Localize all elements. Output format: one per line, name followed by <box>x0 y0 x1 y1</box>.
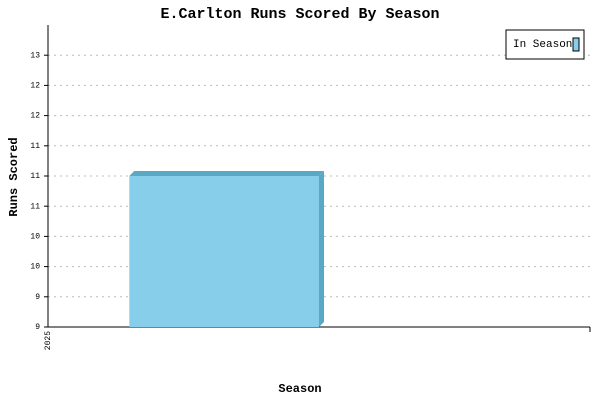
legend-label: In Season <box>513 39 572 51</box>
y-tick-label: 12 <box>30 82 40 91</box>
chart-title: E.Carlton Runs Scored By Season <box>160 6 439 23</box>
x-axis-label: Season <box>278 382 321 396</box>
y-tick-label: 10 <box>30 263 40 272</box>
y-tick-label: 9 <box>35 323 40 332</box>
y-tick-label: 11 <box>30 172 40 181</box>
bar-top <box>129 171 324 176</box>
legend-swatch <box>572 37 580 52</box>
bar <box>129 176 319 327</box>
y-tick-label: 11 <box>30 202 40 211</box>
x-tick-label: 2025 <box>44 331 53 350</box>
bar-side <box>319 171 324 327</box>
y-tick-label: 13 <box>30 51 40 60</box>
y-tick-label: 10 <box>30 233 40 242</box>
y-tick-label: 11 <box>30 142 40 151</box>
y-tick-label: 9 <box>35 293 40 302</box>
y-tick-label: 12 <box>30 112 40 121</box>
legend-box <box>505 29 585 60</box>
y-axis-label: Runs Scored <box>7 137 21 216</box>
